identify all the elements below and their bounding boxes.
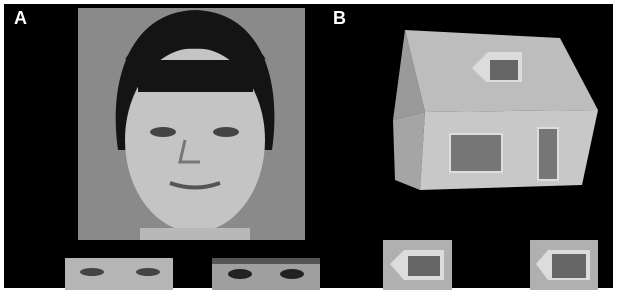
eye [213, 127, 239, 137]
eye [228, 269, 252, 279]
window [408, 256, 440, 276]
window-crop [530, 240, 598, 290]
eye [280, 269, 304, 279]
hair-fringe [138, 60, 253, 92]
window [450, 134, 502, 172]
eye [150, 127, 176, 137]
hair-strip [212, 258, 320, 264]
panel-label: A [14, 8, 27, 28]
eye [136, 268, 160, 276]
side-wall [393, 112, 425, 190]
face-panel [78, 8, 305, 240]
eye-crop [212, 258, 320, 290]
eye [80, 268, 104, 276]
eye-crop [65, 258, 173, 290]
door [538, 128, 558, 180]
panel-label: B [333, 8, 346, 28]
window [552, 254, 586, 278]
window [490, 60, 518, 80]
neck [140, 228, 250, 240]
dormer-crop [383, 240, 452, 290]
house-panel [393, 30, 598, 190]
figure: A B [0, 0, 617, 292]
front-wall [420, 110, 598, 190]
